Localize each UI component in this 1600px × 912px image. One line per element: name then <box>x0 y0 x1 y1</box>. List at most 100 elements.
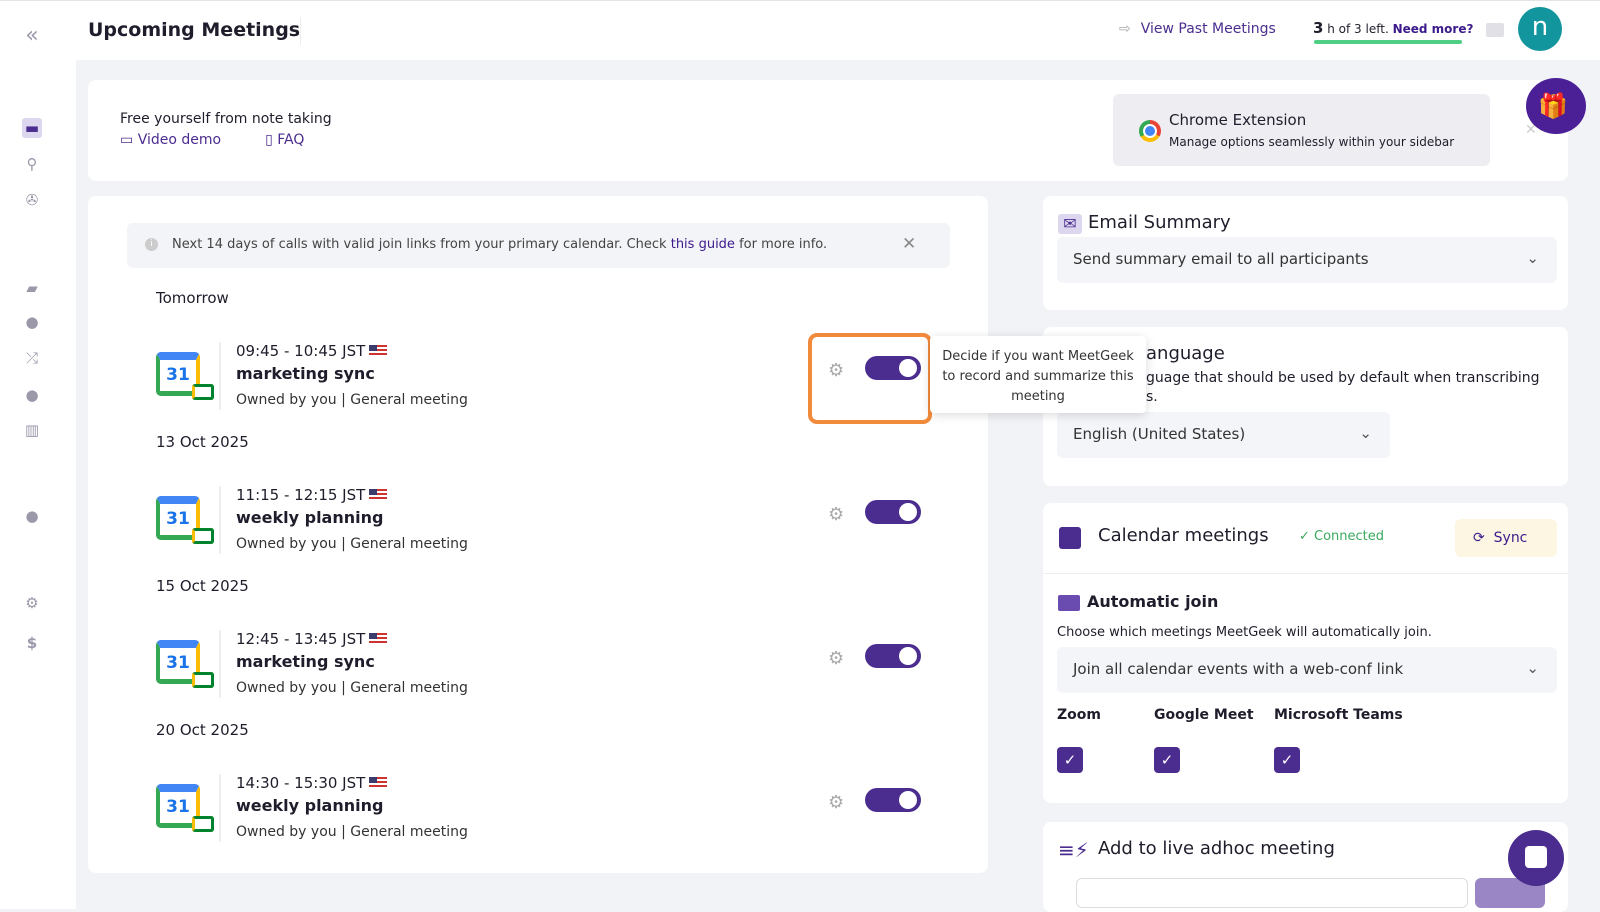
meeting-row: 31 12:45 - 13:45 JST marketing sync Owne… <box>156 630 936 710</box>
chevron-down-icon: ⌄ <box>1359 424 1372 442</box>
gear-icon[interactable]: ⚙ <box>828 360 845 381</box>
auto-join-title: Automatic join <box>1087 592 1219 611</box>
language-title: anguage <box>1146 343 1225 364</box>
header: Upcoming Meetings ⇨ View Past Meetings 3 … <box>76 0 1600 60</box>
divider <box>219 630 221 698</box>
close-icon[interactable]: ✕ <box>1525 122 1537 138</box>
smile-icon[interactable]: ● <box>25 313 39 331</box>
status-label: Connected <box>1314 529 1385 544</box>
record-toggle[interactable] <box>865 356 921 380</box>
email-value: Send summary email to all participants <box>1073 250 1369 268</box>
banner-title: Free yourself from note taking <box>120 111 332 127</box>
feedback-icon[interactable] <box>1486 23 1504 37</box>
record-toggle[interactable] <box>865 500 921 524</box>
time-text: 11:15 - 12:15 JST <box>236 486 366 504</box>
record-toggle[interactable] <box>865 644 921 668</box>
meeting-name[interactable]: weekly planning <box>236 508 384 527</box>
divider <box>219 774 221 842</box>
settings-icon[interactable]: ⚙ <box>25 594 39 612</box>
gift-icon[interactable]: 🎁 <box>1526 78 1586 134</box>
film-icon[interactable]: ✇ <box>25 191 39 209</box>
page-title: Upcoming Meetings <box>88 19 301 41</box>
meeting-owner: Owned by you | General meeting <box>236 824 468 840</box>
calendar-title: Calendar meetings <box>1098 525 1269 546</box>
language-value: English (United States) <box>1073 425 1246 443</box>
divider <box>219 486 221 554</box>
sync-icon: ⟳ <box>1473 530 1485 546</box>
gear-icon[interactable]: ⚙ <box>828 504 845 525</box>
meeting-name[interactable]: marketing sync <box>236 652 375 671</box>
zoom-checkbox[interactable]: ✓ <box>1057 747 1083 773</box>
chevron-down-icon: ⌄ <box>1526 249 1539 267</box>
tooltip: Decide if you want MeetGeek to record an… <box>930 336 1146 413</box>
view-past-meetings-link[interactable]: ⇨ View Past Meetings <box>1119 21 1276 37</box>
chevron-down-icon: ⌄ <box>1526 659 1539 677</box>
chrome-extension-card[interactable]: Chrome Extension Manage options seamless… <box>1113 94 1490 166</box>
book-icon <box>1058 595 1080 611</box>
connected-status: ✓ Connected <box>1299 529 1385 544</box>
divider <box>219 342 221 410</box>
divider <box>300 17 301 45</box>
info-icon: i <box>145 238 158 251</box>
calendar-card: Calendar meetings ✓ Connected ⟳ Sync Aut… <box>1043 503 1568 803</box>
gear-icon[interactable]: ⚙ <box>828 648 845 669</box>
billing-icon[interactable]: $ <box>26 634 38 652</box>
us-flag-icon <box>369 777 388 789</box>
promo-banner: Free yourself from note taking ▭ Video d… <box>88 80 1568 181</box>
search-icon[interactable]: ⚲ <box>26 155 38 173</box>
meeting-name[interactable]: weekly planning <box>236 796 384 815</box>
ext-sub: Manage options seamlessly within your si… <box>1169 135 1455 149</box>
lightning-icon: ≡⚡ <box>1058 838 1089 862</box>
close-icon[interactable]: ✕ <box>902 234 917 254</box>
us-flag-icon <box>369 633 388 645</box>
teams-checkbox[interactable]: ✓ <box>1274 747 1300 773</box>
avatar[interactable]: n <box>1518 7 1562 51</box>
gear-icon[interactable]: ⚙ <box>828 792 845 813</box>
us-flag-icon <box>369 345 388 357</box>
faq-link[interactable]: ▯ FAQ <box>265 132 305 148</box>
calendar-icon[interactable]: ▬ <box>22 118 42 138</box>
email-select[interactable]: Send summary email to all participants ⌄ <box>1057 237 1557 283</box>
google-calendar-icon: 31 <box>156 640 200 684</box>
chat-icon[interactable]: ▰ <box>26 279 38 297</box>
shuffle-icon[interactable]: ⤮ <box>25 349 38 367</box>
video-label: Video demo <box>137 132 222 148</box>
sync-label: Sync <box>1493 530 1528 546</box>
google-meet-icon <box>192 816 214 832</box>
toggle-highlight <box>808 333 932 424</box>
meeting-link-input[interactable] <box>1076 878 1468 908</box>
meeting-time: 14:30 - 15:30 JST <box>236 774 388 792</box>
ext-title: Chrome Extension <box>1169 111 1307 129</box>
meeting-owner: Owned by you | General meeting <box>236 680 468 696</box>
auto-join-select[interactable]: Join all calendar events with a web-conf… <box>1057 647 1557 693</box>
meetings-list: i Next 14 days of calls with valid join … <box>88 196 988 873</box>
language-select[interactable]: English (United States) ⌄ <box>1057 412 1390 458</box>
google-meet-checkbox[interactable]: ✓ <box>1154 747 1180 773</box>
past-label: View Past Meetings <box>1140 21 1276 37</box>
auto-join-desc: Choose which meetings MeetGeek will auto… <box>1057 625 1432 640</box>
adhoc-title: Add to live adhoc meeting <box>1098 838 1335 859</box>
guide-link[interactable]: this guide <box>670 237 735 252</box>
email-title: Email Summary <box>1088 212 1231 233</box>
video-demo-link[interactable]: ▭ Video demo <box>120 132 222 148</box>
need-more-link[interactable]: Need more? <box>1392 22 1474 36</box>
google-meet-icon <box>192 528 214 544</box>
language-desc2: s. <box>1146 389 1158 405</box>
collapse-icon[interactable]: « <box>25 23 39 48</box>
integrations-icon[interactable]: ● <box>25 386 39 404</box>
google-meet-icon <box>192 384 214 400</box>
team-icon[interactable]: ● <box>25 507 39 525</box>
divider <box>1043 573 1568 574</box>
meeting-row: 31 14:30 - 15:30 JST weekly planning Own… <box>156 774 936 854</box>
meeting-name[interactable]: marketing sync <box>236 364 375 383</box>
analytics-icon[interactable]: ▥ <box>24 421 40 439</box>
meeting-row: 31 11:15 - 12:15 JST weekly planning Own… <box>156 486 936 566</box>
record-toggle[interactable] <box>865 788 921 812</box>
zoom-label: Zoom <box>1057 707 1101 723</box>
email-summary-card: ✉ Email Summary Send summary email to al… <box>1043 196 1568 310</box>
sync-button[interactable]: ⟳ Sync <box>1455 519 1557 557</box>
info-tail: for more info. <box>734 237 828 252</box>
help-chat-button[interactable] <box>1508 830 1564 886</box>
calendar-icon <box>1059 527 1081 549</box>
exit-icon: ⇨ <box>1119 21 1131 37</box>
